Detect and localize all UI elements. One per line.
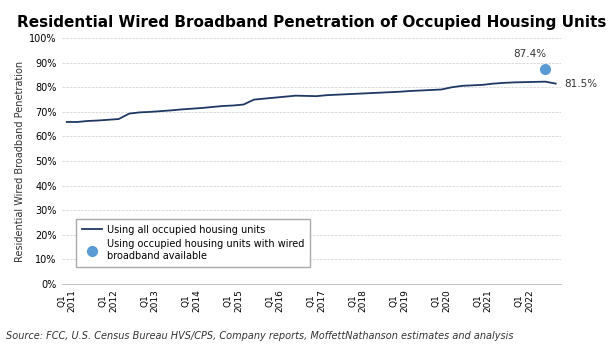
- Title: Residential Wired Broadband Penetration of Occupied Housing Units: Residential Wired Broadband Penetration …: [17, 15, 606, 30]
- Using all occupied housing units: [386, 90, 393, 94]
- Using all occupied housing units: [313, 94, 320, 98]
- Using all occupied housing units: [209, 105, 216, 109]
- Using all occupied housing units: [521, 80, 528, 84]
- Using all occupied housing units: [334, 93, 341, 97]
- Using all occupied housing units: [531, 80, 539, 84]
- Using all occupied housing units: [136, 110, 143, 115]
- Using all occupied housing units: [542, 79, 549, 84]
- Using all occupied housing units: [271, 96, 278, 100]
- Using all occupied housing units: [427, 88, 435, 92]
- Using all occupied housing units: [417, 88, 424, 93]
- Using all occupied housing units: [219, 104, 226, 108]
- Using all occupied housing units: [73, 120, 81, 124]
- Using all occupied housing units: [354, 92, 362, 96]
- Using all occupied housing units: [438, 87, 445, 92]
- Using all occupied housing units: [396, 90, 403, 94]
- Line: Using all occupied housing units: Using all occupied housing units: [67, 82, 556, 122]
- Using all occupied housing units: [157, 109, 164, 113]
- Using all occupied housing units: [282, 95, 289, 99]
- Using all occupied housing units: [105, 118, 112, 122]
- Using all occupied housing units: [198, 106, 206, 110]
- Using all occupied housing units: [510, 80, 518, 84]
- Using all occupied housing units: [406, 89, 414, 93]
- Using all occupied housing units: [230, 104, 237, 108]
- Using all occupied housing units: [448, 85, 455, 89]
- Text: 87.4%: 87.4%: [513, 49, 547, 59]
- Using all occupied housing units: [302, 94, 310, 98]
- Using all occupied housing units: [177, 107, 185, 111]
- Using all occupied housing units: [188, 107, 195, 111]
- Using all occupied housing units: [167, 108, 174, 112]
- Using all occupied housing units: [500, 81, 507, 85]
- Using all occupied housing units: [94, 118, 102, 122]
- Legend: Using all occupied housing units, Using occupied housing units with wired
broadb: Using all occupied housing units, Using …: [76, 219, 310, 267]
- Using all occupied housing units: [115, 117, 122, 121]
- Using all occupied housing units: [344, 92, 351, 96]
- Using all occupied housing units: [458, 84, 466, 88]
- Using all occupied housing units: [125, 111, 133, 116]
- Using all occupied housing units: [323, 93, 330, 97]
- Using all occupied housing units: [479, 83, 487, 87]
- Using all occupied housing units: [261, 97, 268, 101]
- Using all occupied housing units: [250, 98, 258, 102]
- Using all occupied housing units: [490, 82, 497, 86]
- Using all occupied housing units: [552, 82, 559, 86]
- Using all occupied housing units: [146, 110, 154, 114]
- Text: 81.5%: 81.5%: [564, 79, 597, 89]
- Using all occupied housing units: [240, 103, 247, 107]
- Y-axis label: Residential Wired Broadband Penetration: Residential Wired Broadband Penetration: [15, 61, 25, 262]
- Using all occupied housing units: [292, 94, 299, 98]
- Text: Source: FCC, U.S. Census Bureau HVS/CPS, Company reports, MoffettNathanson estim: Source: FCC, U.S. Census Bureau HVS/CPS,…: [6, 331, 513, 341]
- Using all occupied housing units: [84, 119, 91, 123]
- Using all occupied housing units: [365, 91, 372, 95]
- Using all occupied housing units: [375, 91, 382, 95]
- Using all occupied housing units: [469, 83, 476, 87]
- Using all occupied housing units: [63, 120, 70, 124]
